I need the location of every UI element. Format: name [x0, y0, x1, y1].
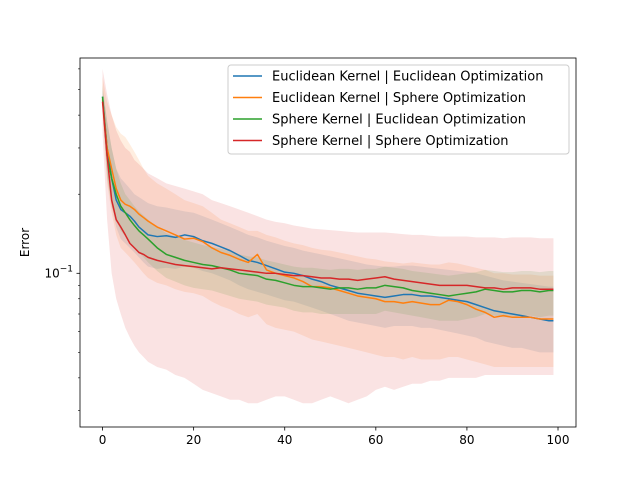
x-tick-label: 60 [368, 433, 383, 447]
legend-label-2: Euclidean Kernel | Sphere Optimization [272, 91, 526, 106]
x-tick-label: 40 [277, 433, 292, 447]
x-tick-label: 0 [99, 433, 107, 447]
x-tick-label: 20 [186, 433, 201, 447]
y-tick-label: 10−1 [44, 264, 73, 280]
series-line-2 [101, 99, 554, 320]
series-lines [101, 96, 554, 322]
series-line-4 [101, 101, 554, 290]
x-tick-label: 80 [459, 433, 474, 447]
legend-box [227, 64, 570, 155]
plot-frame [79, 57, 577, 428]
legend: Euclidean Kernel | Euclidean Optimizatio… [227, 64, 570, 155]
y-axis: Error 10−1 [18, 68, 80, 411]
series-line-1 [101, 96, 554, 322]
error-band-series-3 [102, 85, 554, 321]
legend-label-1: Euclidean Kernel | Euclidean Optimizatio… [272, 70, 543, 85]
x-tick-label: 100 [547, 433, 570, 447]
y-axis-label: Error [18, 228, 32, 257]
legend-label-3: Sphere Kernel | Euclidean Optimization [272, 113, 526, 128]
x-axis: 0 20 40 60 80 100 [99, 427, 570, 447]
series-line-3 [101, 96, 554, 297]
error-band-series-1 [102, 89, 554, 353]
legend-label-4: Sphere Kernel | Sphere Optimization [272, 134, 509, 149]
error-band-series-4 [102, 68, 554, 404]
